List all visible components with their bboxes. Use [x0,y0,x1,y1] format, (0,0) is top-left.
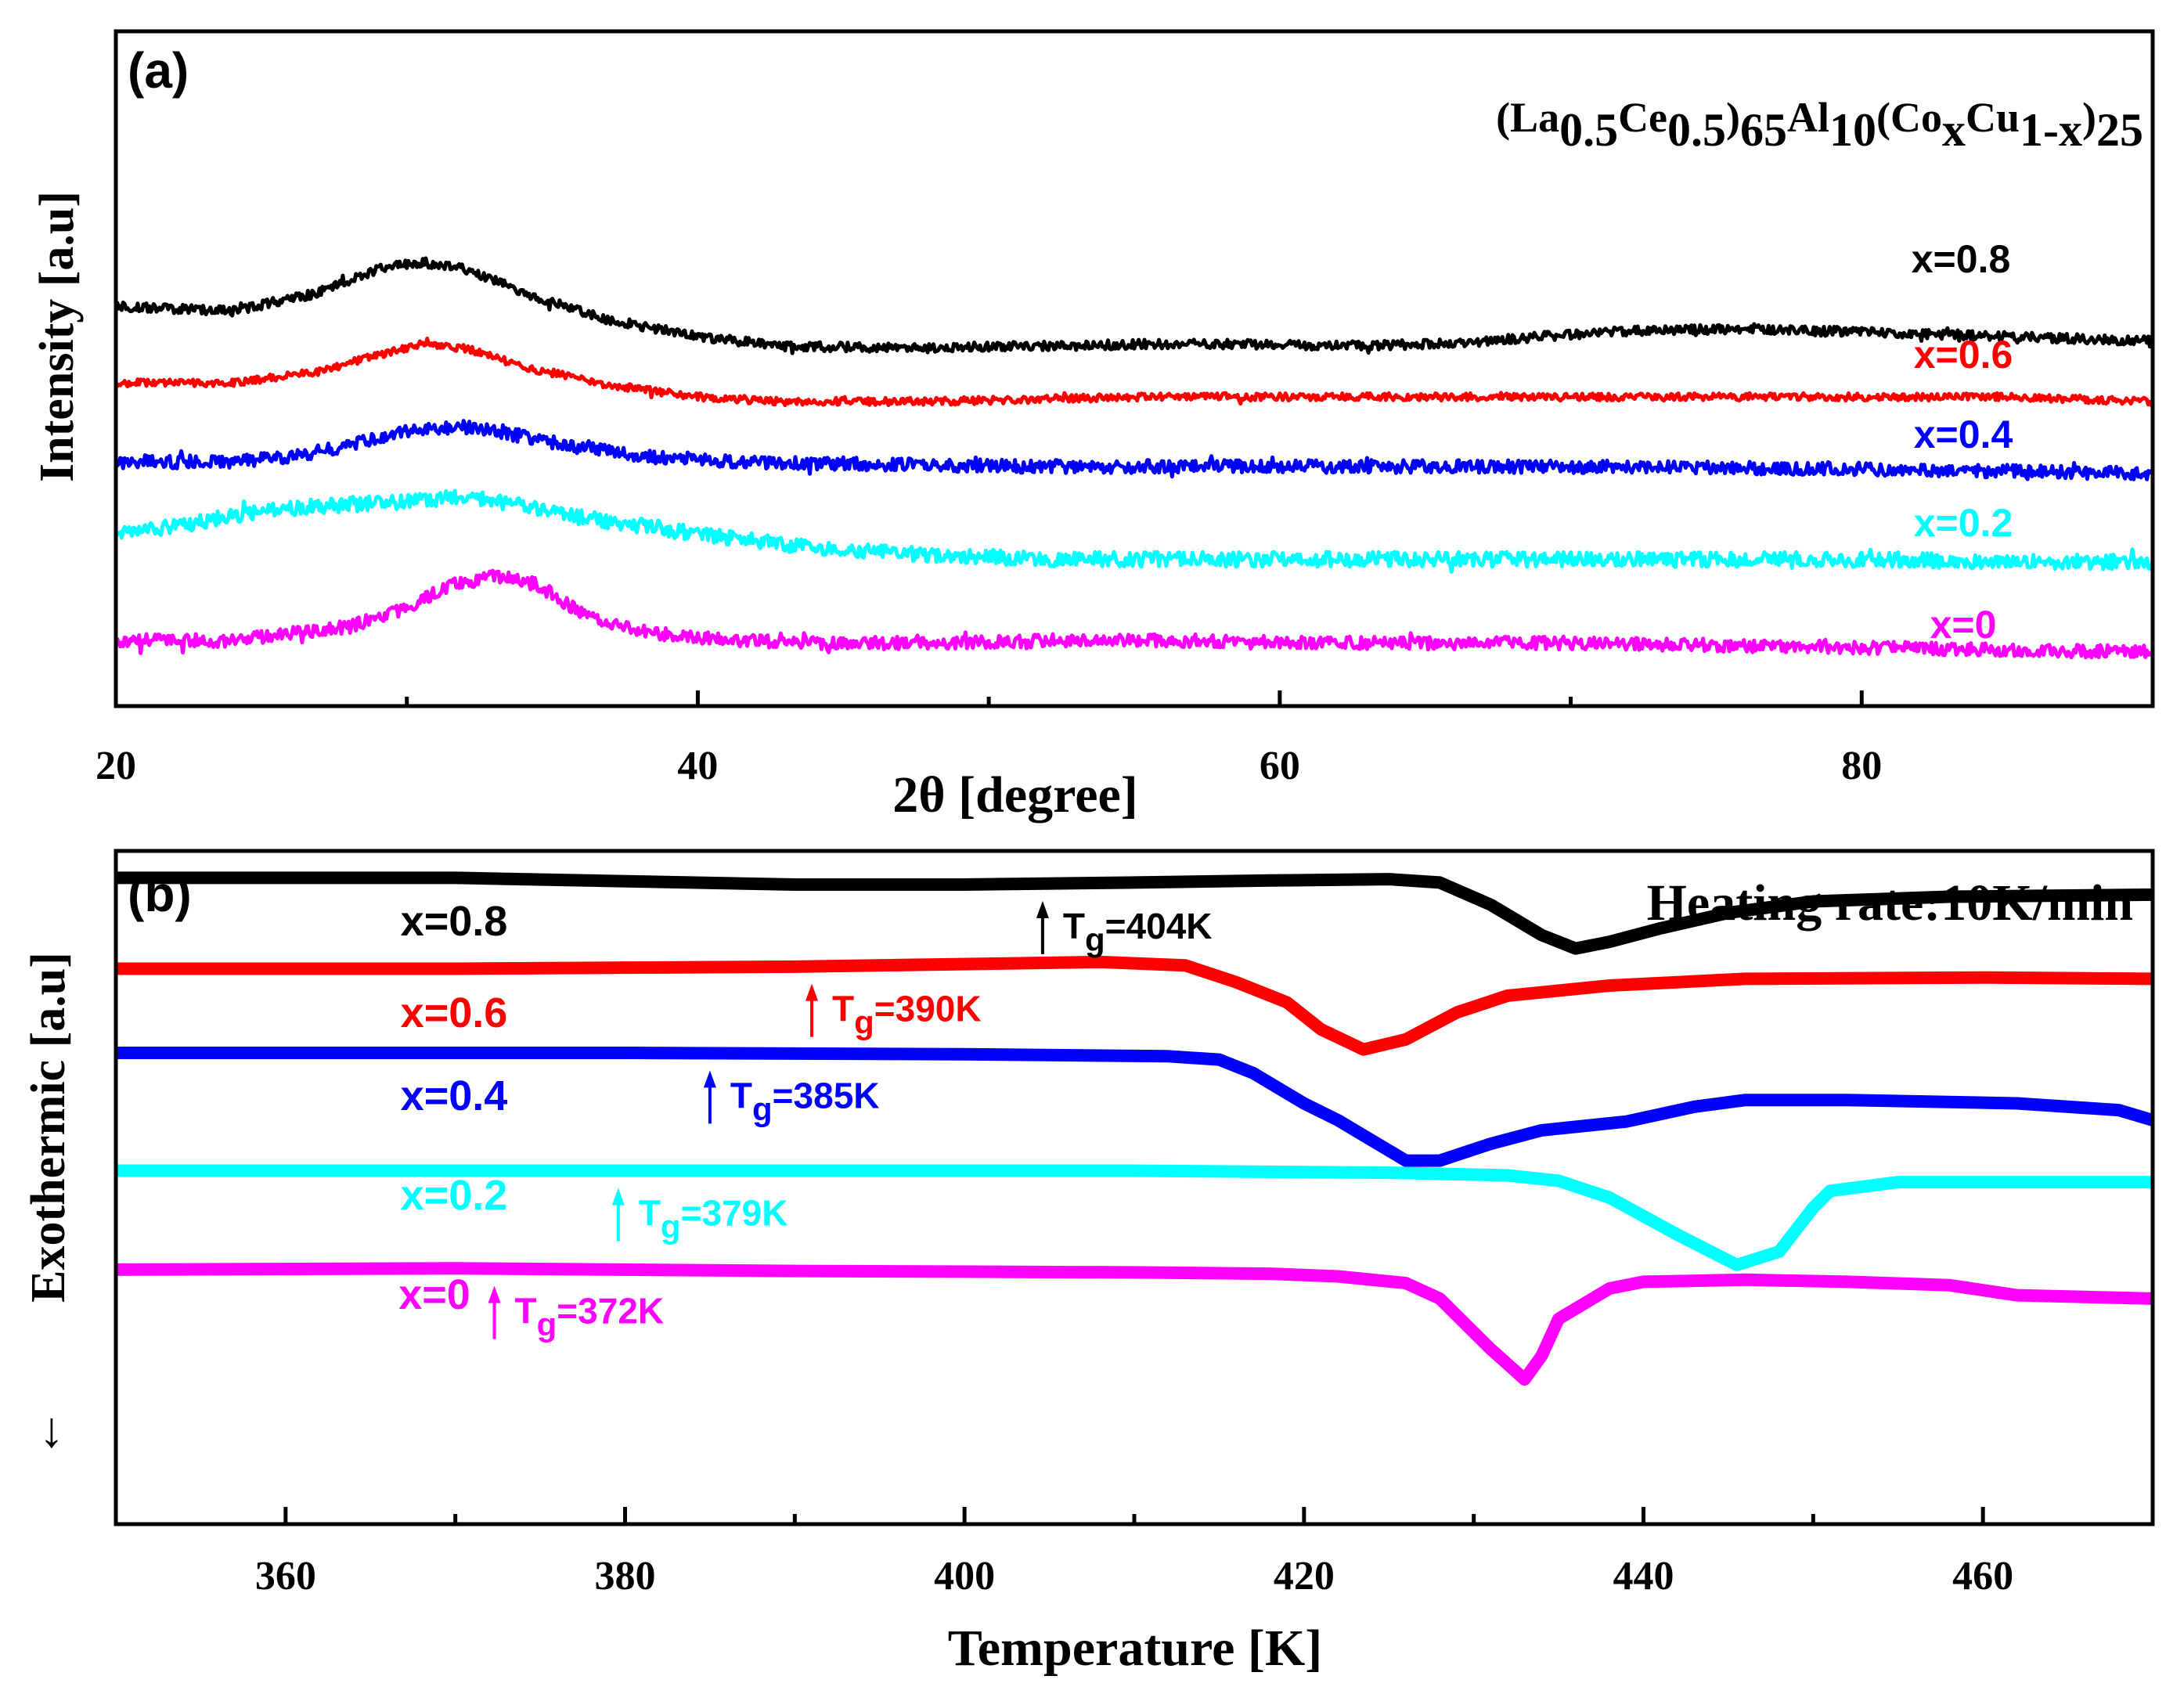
tg-label: Tg=404K [1063,906,1213,958]
xrd-series-line [114,568,2154,660]
formula-part: Cu [1966,94,2020,141]
formula-part: (La [1496,94,1559,141]
formula-subscript: 0.5 [1667,104,1726,156]
tg-arrow-head [611,1188,625,1206]
tg-symbol: T [639,1193,661,1234]
xrd-series-label: x=0 [1930,603,1997,647]
dsc-x-tick-label: 440 [1613,1554,1674,1598]
tg-arrow-head [488,1285,501,1303]
formula-subscript: 10 [1829,104,1876,156]
tg-value: =379K [681,1193,788,1234]
xrd-x-ticks: 20 40 60 80 [96,690,1882,788]
dsc-series-line [116,871,2153,955]
xrd-series-line [114,488,2155,574]
dsc-panel: x=0.8x=0.6x=0.4x=0.2x=0 Tg=404KTg=390KTg… [22,849,2155,1677]
tg-value: =404K [1105,906,1213,946]
xrd-series-label: x=0.6 [1914,333,2013,377]
dsc-series-label: x=0.6 [401,989,508,1036]
tg-label: Tg=390K [832,989,982,1041]
dsc-x-tick-label: 400 [934,1554,995,1598]
tg-symbol: T [730,1075,752,1116]
dsc-series-group [115,871,2155,1386]
tg-arrow-head [805,983,819,1001]
xrd-x-tick-label: 40 [677,744,718,788]
tg-value: =390K [874,989,982,1029]
tg-subscript: g [537,1307,557,1343]
xrd-panel-label: (a) [128,42,189,99]
xrd-y-axis-label: Intensity [a.u] [31,191,84,482]
dsc-series-line [116,1164,2153,1271]
xrd-x-tick-label: 60 [1260,744,1300,788]
tg-subscript: g [661,1209,681,1245]
xrd-series-line [114,256,2155,355]
formula-subscript: x [1942,104,1966,156]
dsc-series-label: x=0.8 [401,898,508,945]
dsc-y-axis-label: Exothermic [a.u] [22,952,75,1303]
formula-part: (Co [1876,94,1942,141]
dsc-series-label: x=0.2 [401,1172,508,1219]
xrd-series-labels: x=0.8 x=0.6 x=0.4 x=0.2 x=0 [1912,237,2013,647]
formula-subscript: 0.5 [1559,104,1618,156]
xrd-x-tick-label: 80 [1841,744,1882,788]
composition-formula: (La0.5Ce0.5)65Al10(CoxCu1-x)25 [1496,94,2143,156]
xrd-series-line [115,337,2155,408]
dsc-x-axis-label: Temperature [K] [948,1620,1322,1677]
tg-arrow-head [1036,900,1049,918]
formula-part: ) [1726,94,1740,141]
dsc-series-line [115,1262,2153,1386]
xrd-plot-frame [114,29,2155,708]
tg-label: Tg=379K [639,1193,788,1245]
xrd-series-group [114,256,2155,660]
tg-symbol: T [832,989,854,1029]
tg-arrow-head [703,1070,716,1088]
tg-symbol: T [515,1291,537,1332]
tg-value: =385K [773,1075,880,1116]
formula-part: Al [1787,94,1829,141]
dsc-series-labels: x=0.8 x=0.6 x=0.4 x=0.2 x=0 [398,898,507,1318]
dsc-x-tick-label: 360 [255,1554,316,1598]
dsc-x-tick-label: 380 [595,1554,656,1598]
formula-subscript: 1-x [2020,104,2082,156]
dsc-panel-label: (b) [128,866,192,922]
dsc-series-line [116,955,2153,1056]
tg-subscript: g [854,1004,874,1041]
exotherm-direction-arrow: ↓ [39,1401,64,1458]
formula-part: Ce [1618,94,1667,141]
xrd-x-tick-label: 20 [96,744,136,788]
formula-part: ) [2082,94,2096,141]
dsc-series-line [116,1047,2155,1167]
xrd-series-label: x=0.2 [1914,501,2013,545]
dsc-chart-title: Heating rate:10K/min [1647,874,2133,932]
tg-label: Tg=385K [730,1075,880,1127]
tg-subscript: g [1085,921,1105,958]
dsc-series-label: x=0.4 [401,1072,508,1119]
formula-subscript: 65 [1740,104,1787,156]
xrd-panel: x=0.8 x=0.6 x=0.4 x=0.2 x=0 20 40 60 80 (a) (La… [31,29,2155,824]
dsc-x-ticks: 360 380 400 420 440 460 [255,1507,2155,1598]
xrd-series-label: x=0.8 [1912,237,2011,281]
xrd-series-line [114,419,2155,481]
dsc-x-tick-label: 420 [1274,1554,1335,1598]
xrd-x-axis-label: 2θ [degree] [892,766,1138,824]
xrd-series-label: x=0.4 [1914,413,2013,456]
dsc-x-tick-label: 460 [1952,1554,2013,1598]
tg-value: =372K [557,1291,664,1332]
dsc-series-label: x=0 [398,1271,470,1318]
tg-subscript: g [752,1090,773,1127]
tg-symbol: T [1063,906,1085,946]
formula-subscript: 25 [2096,104,2143,156]
tg-label: Tg=372K [515,1291,665,1343]
